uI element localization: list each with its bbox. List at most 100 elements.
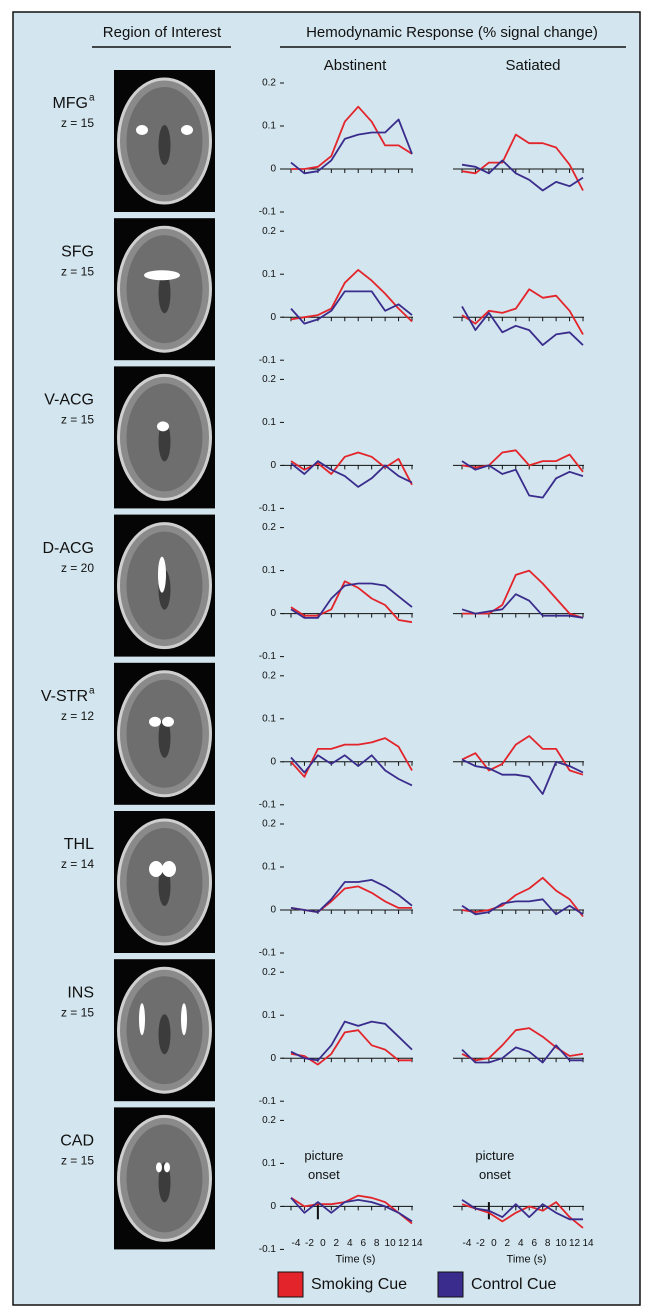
region-label: V-ACG: [44, 392, 94, 409]
x-tick-label: 8: [545, 1238, 551, 1249]
y-tick-label: 0: [270, 1201, 276, 1212]
x-axis-title: Time (s): [336, 1253, 376, 1265]
x-tick-label: -2: [305, 1238, 314, 1249]
x-tick-label: 8: [374, 1238, 380, 1249]
y-tick-label: -0.1: [259, 651, 277, 662]
region-z: z = 20: [61, 561, 94, 575]
x-tick-label: 6: [531, 1238, 537, 1249]
brain-ventricle: [158, 125, 171, 165]
region-label: SFG: [61, 243, 94, 260]
y-tick-label: 0.1: [262, 862, 276, 873]
roi-blob: [162, 861, 176, 877]
y-tick-label: 0.2: [262, 819, 276, 830]
region-note: a: [89, 93, 95, 104]
annotation: picture onset: [304, 1148, 344, 1183]
y-tick-label: 0.1: [262, 1010, 276, 1021]
region-label: THL: [64, 836, 94, 853]
y-tick-label: 0.1: [262, 1158, 276, 1169]
legend-swatch: [277, 1271, 304, 1298]
y-tick-label: -0.1: [259, 1096, 277, 1107]
roi-blob: [136, 125, 148, 135]
brain-ventricle: [158, 273, 171, 314]
response-line: [461, 460, 584, 499]
y-tick-label: 0.1: [262, 269, 276, 280]
response-line: [461, 1199, 583, 1221]
response-line: [290, 1020, 413, 1062]
region-z: z = 15: [61, 116, 94, 130]
response-line: [461, 305, 584, 346]
y-tick-label: 0.1: [262, 565, 276, 576]
y-tick-label: 0: [270, 1053, 276, 1064]
y-tick-label: 0.1: [262, 121, 276, 132]
response-line: [290, 290, 413, 325]
x-tick-label: 10: [385, 1238, 397, 1249]
response-line: [290, 879, 413, 913]
y-tick-label: -0.1: [259, 1244, 277, 1255]
response-line: [290, 1194, 413, 1225]
y-tick-label: 0.2: [262, 1115, 276, 1126]
response-line: [462, 569, 584, 619]
response-line: [291, 105, 413, 170]
brain-ventricle: [158, 1162, 171, 1203]
region-label: INS: [67, 984, 94, 1001]
response-line: [290, 754, 413, 787]
y-tick-label: 0: [270, 164, 276, 175]
x-tick-label: 10: [556, 1238, 568, 1249]
x-tick-label: 2: [505, 1238, 511, 1249]
y-tick-label: 0.2: [262, 967, 276, 978]
x-tick-label: 14: [411, 1238, 423, 1249]
response-header: Hemodynamic Response (% signal change): [306, 24, 598, 41]
y-tick-label: 0: [270, 756, 276, 767]
y-tick-label: 0: [270, 312, 276, 323]
legend-label: Smoking Cue: [311, 1276, 407, 1293]
roi-blob: [162, 716, 174, 727]
legend-label: Control Cue: [471, 1276, 556, 1293]
region-z: z = 15: [61, 1005, 94, 1019]
brain-ventricle: [158, 717, 171, 758]
roi-blob: [158, 556, 166, 593]
legend-swatch: [437, 1271, 464, 1298]
x-tick-label: -4: [292, 1238, 301, 1249]
response-line: [290, 582, 413, 619]
x-tick-label: 0: [491, 1238, 497, 1249]
brain-ventricle: [158, 1014, 171, 1055]
y-tick-label: -0.1: [259, 799, 277, 810]
brain-ventricle: [158, 421, 171, 462]
response-line: [461, 898, 584, 916]
region-z: z = 15: [61, 413, 94, 427]
roi-blob: [144, 270, 180, 281]
y-tick-label: 0.1: [262, 713, 276, 724]
region-z: z = 12: [61, 709, 94, 723]
y-tick-label: -0.1: [259, 503, 277, 514]
x-tick-label: 0: [320, 1238, 326, 1249]
x-tick-label: -4: [463, 1238, 472, 1249]
region-label: CAD: [60, 1133, 94, 1150]
response-line: [290, 118, 413, 175]
response-line: [461, 876, 584, 918]
response-line: [461, 1044, 583, 1064]
region-label: V-STR: [41, 688, 88, 705]
roi-blob: [149, 861, 163, 877]
x-tick-label: -2: [476, 1238, 485, 1249]
condition-header: Abstinent: [324, 57, 387, 74]
x-tick-label: 4: [347, 1238, 353, 1249]
roi-blob: [164, 1162, 170, 1173]
region-z: z = 15: [61, 1154, 94, 1168]
x-tick-label: 6: [360, 1238, 366, 1249]
y-tick-label: 0.2: [262, 374, 276, 385]
y-tick-label: 0.2: [262, 522, 276, 533]
response-line: [290, 269, 413, 323]
roi-blob: [157, 421, 169, 432]
response-line: [461, 735, 584, 776]
response-line: [461, 159, 584, 192]
response-line: [290, 1197, 413, 1223]
x-tick-label: 14: [582, 1238, 594, 1249]
response-line: [461, 133, 584, 191]
x-tick-label: 12: [569, 1238, 581, 1249]
roi-blob: [149, 716, 161, 727]
x-tick-label: 2: [334, 1238, 340, 1249]
y-tick-label: 0.1: [262, 417, 276, 428]
y-tick-label: 0: [270, 608, 276, 619]
